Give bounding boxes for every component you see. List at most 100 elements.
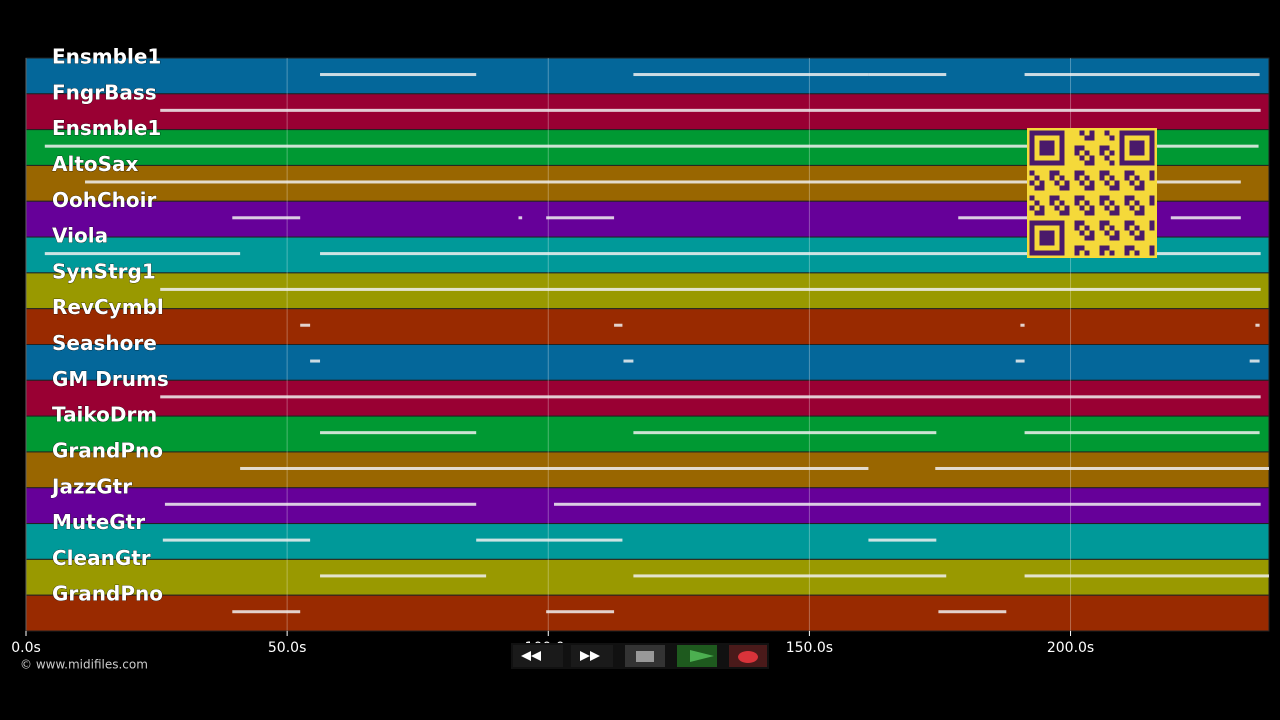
qr-cell (1149, 175, 1155, 181)
note (633, 574, 947, 578)
qr-cell (1029, 205, 1035, 211)
note (868, 73, 947, 77)
qr-cell (1149, 225, 1155, 231)
qr-cell (1089, 155, 1095, 161)
qr-finder (1129, 140, 1145, 156)
qr-cell (1129, 220, 1135, 226)
qr-cell (1114, 205, 1120, 211)
qr-finder (1039, 230, 1055, 246)
qr-cell (1109, 185, 1115, 191)
qr-cell (1124, 250, 1130, 256)
qr-cell (1039, 185, 1045, 191)
note (633, 73, 869, 77)
qr-cell (1104, 205, 1110, 211)
qr-cell (1104, 245, 1110, 251)
track-labels: Ensmble1 FngrBass Ensmble1 AltoSax OohChoir V… (50, 44, 169, 606)
qr-cell (1039, 205, 1045, 211)
qr-cell (1079, 145, 1085, 151)
qr-cell (1059, 175, 1065, 181)
qr-cell (1084, 210, 1090, 216)
forward-button[interactable] (571, 645, 613, 667)
qr-cell (1109, 200, 1115, 206)
qr-cell (1104, 145, 1110, 151)
qr-cell (1124, 195, 1130, 201)
qr-cell (1109, 235, 1115, 241)
track-label: GrandPno (52, 438, 163, 462)
qr-cell (1109, 175, 1115, 181)
qr-cell (1139, 180, 1145, 186)
note (1255, 323, 1260, 327)
qr-cell (1109, 210, 1115, 216)
qr-cell (1079, 130, 1085, 136)
qr-cell (1124, 220, 1130, 226)
track-label: Viola (52, 224, 108, 248)
qr-cell (1089, 205, 1095, 211)
qr-cell (1074, 145, 1080, 151)
note (320, 73, 477, 77)
qr-cell (1099, 245, 1105, 251)
record-button[interactable] (729, 645, 767, 667)
note (300, 323, 311, 327)
qr-cell (1134, 250, 1140, 256)
tick-label: 50.0s (268, 640, 306, 656)
play-icon (690, 650, 714, 662)
qr-cell (1079, 245, 1085, 251)
qr-cell (1129, 170, 1135, 176)
note (546, 610, 615, 614)
note (546, 216, 615, 220)
note (160, 287, 1261, 291)
qr-cell (1059, 210, 1065, 216)
qr-cell (1099, 145, 1105, 151)
track-label: TaikoDrm (52, 403, 157, 427)
track-label: MuteGtr (52, 510, 145, 534)
qr-cell (1104, 230, 1110, 236)
qr-cell (1064, 210, 1070, 216)
track-row (25, 594, 1270, 632)
qr-cell (1079, 230, 1085, 236)
qr-cell (1104, 220, 1110, 226)
qr-cell (1084, 200, 1090, 206)
qr-cell (1134, 185, 1140, 191)
qr-cell (1089, 230, 1095, 236)
note (85, 180, 1241, 184)
track-label: GrandPno (52, 582, 163, 606)
qr-cell (1104, 195, 1110, 201)
qr-cell (1099, 195, 1105, 201)
qr-cell (1084, 225, 1090, 231)
qr-cell (1079, 220, 1085, 226)
tick-label: 0.0s (11, 640, 41, 656)
qr-cell (1149, 245, 1155, 251)
qr-cell (1074, 150, 1080, 156)
qr-cell (1134, 175, 1140, 181)
qr-cell (1129, 245, 1135, 251)
qr-cell (1114, 185, 1120, 191)
play-button[interactable] (677, 645, 717, 667)
note (240, 466, 869, 470)
note (868, 538, 937, 542)
track-label: JazzGtr (50, 474, 132, 498)
rewind-icon (521, 651, 541, 661)
qr-cell (1074, 195, 1080, 201)
rewind-button[interactable] (513, 645, 563, 667)
note (232, 610, 301, 614)
qr-cell (1124, 175, 1130, 181)
track-label: Seashore (52, 331, 157, 355)
stop-button[interactable] (625, 645, 665, 667)
qr-cell (1089, 135, 1095, 141)
qr-cell (1149, 220, 1155, 226)
qr-cell (1049, 175, 1055, 181)
qr-cell (1104, 170, 1110, 176)
qr-cell (1124, 200, 1130, 206)
qr-cell (1114, 235, 1120, 241)
qr-cell (1104, 155, 1110, 161)
note (44, 252, 241, 256)
track-row (25, 344, 1270, 381)
note (162, 538, 311, 542)
qr-cell (1089, 130, 1095, 136)
note (44, 144, 1259, 148)
note (164, 502, 477, 506)
qr-cell (1149, 250, 1155, 256)
qr-cell (1134, 235, 1140, 241)
